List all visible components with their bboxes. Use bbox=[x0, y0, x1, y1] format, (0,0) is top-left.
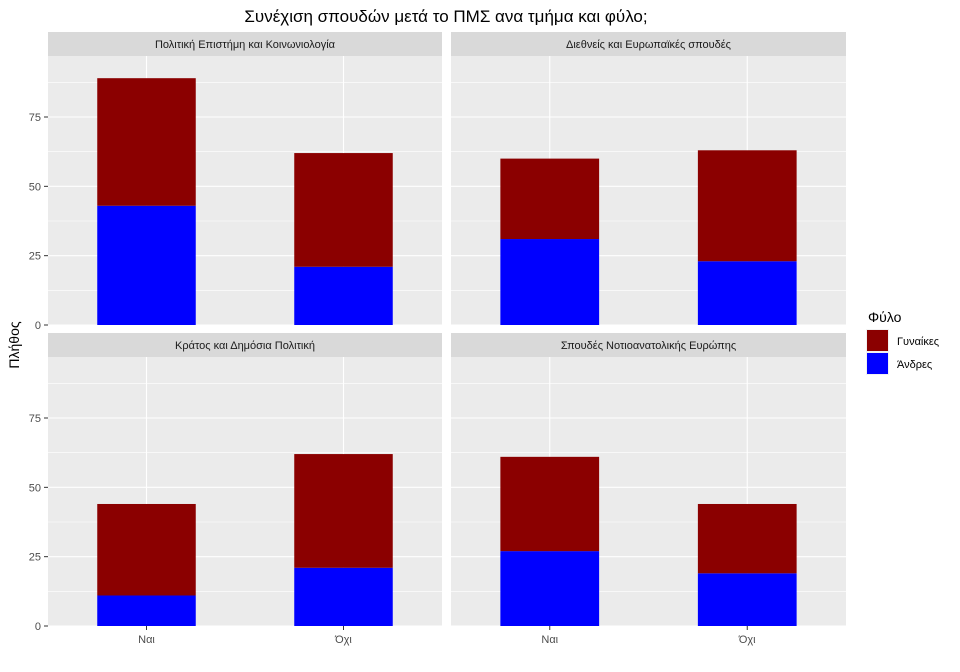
bar-segment bbox=[97, 595, 196, 626]
facet-strip bbox=[451, 32, 846, 56]
bar-segment bbox=[500, 239, 600, 325]
bar-segment bbox=[97, 205, 196, 325]
bar-segment bbox=[697, 503, 797, 574]
legend: Φύλο Γυναίκες Άνδρες bbox=[866, 309, 939, 375]
x-tick-label: Ναι bbox=[541, 634, 558, 646]
y-tick-label: 50 bbox=[29, 181, 41, 193]
y-tick-label: 0 bbox=[35, 320, 41, 332]
y-tick-label: 50 bbox=[29, 482, 41, 494]
legend-swatch bbox=[867, 353, 888, 374]
bar-segment bbox=[294, 454, 393, 568]
y-tick-label: 25 bbox=[29, 251, 41, 263]
bar-segment bbox=[500, 551, 600, 626]
legend-swatch bbox=[867, 330, 888, 351]
facet-panel: Σπουδές Νοτιοανατολικής Ευρώπης Ναι Όχι bbox=[451, 333, 846, 646]
legend-label: Γυναίκες bbox=[897, 336, 939, 348]
bar-segment bbox=[294, 153, 393, 267]
y-tick-label: 0 bbox=[35, 621, 41, 633]
y-tick-label: 75 bbox=[29, 413, 41, 425]
bar-segment bbox=[97, 503, 196, 596]
x-tick-label: Όχι bbox=[334, 634, 352, 646]
bar-segment bbox=[697, 150, 797, 262]
facet-strip-label: Σπουδές Νοτιοανατολικής Ευρώπης bbox=[561, 340, 736, 352]
bar-segment bbox=[697, 573, 797, 626]
bar-segment bbox=[294, 567, 393, 626]
facet-panel: Διεθνείς και Ευρωπαϊκές σπουδές bbox=[451, 32, 846, 326]
y-tick-label: 75 bbox=[29, 112, 41, 124]
x-tick-label: Όχι bbox=[738, 634, 756, 646]
facet-panel: Κράτος και Δημόσια Πολιτική 0 25 50 75 Ναι Όχι bbox=[29, 333, 442, 646]
legend-title: Φύλο bbox=[868, 309, 902, 325]
legend-label: Άνδρες bbox=[897, 359, 932, 371]
y-axis-title: Πλήθος bbox=[6, 321, 22, 368]
facet-strip bbox=[451, 333, 846, 357]
facet-panel: Πολιτική Επιστήμη και Κοινωνιολογία 0 25 50… bbox=[29, 32, 442, 332]
bar-segment bbox=[97, 78, 196, 206]
facet-strip-label: Διεθνείς και Ευρωπαϊκές σπουδές bbox=[566, 39, 731, 51]
facet-strip bbox=[48, 333, 442, 357]
facet-strip bbox=[48, 32, 442, 56]
bar-segment bbox=[294, 266, 393, 325]
chart-title: Συνέχιση σπουδών μετά το ΠΜΣ ανα τμήμα κ… bbox=[244, 7, 647, 26]
facet-strip-label: Πολιτική Επιστήμη και Κοινωνιολογία bbox=[155, 39, 336, 51]
facet-strip-label: Κράτος και Δημόσια Πολιτική bbox=[175, 340, 315, 352]
facet-panels: Πολιτική Επιστήμη και Κοινωνιολογία 0 25 50… bbox=[29, 32, 846, 646]
bar-segment bbox=[500, 456, 600, 552]
x-tick-label: Ναι bbox=[138, 634, 155, 646]
bar-segment bbox=[697, 261, 797, 325]
y-tick-label: 25 bbox=[29, 552, 41, 564]
bar-segment bbox=[500, 158, 600, 240]
